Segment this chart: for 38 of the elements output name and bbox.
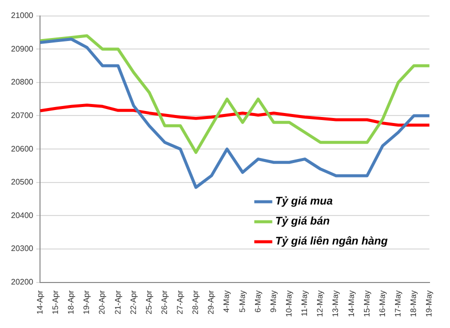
- x-tick-label: 13-May: [331, 290, 340, 318]
- y-tick-label: 21000: [10, 11, 34, 20]
- legend-label: Tỷ giá mua: [275, 196, 333, 208]
- x-tick-label: 19-Apr: [82, 290, 92, 314]
- x-tick-label: 17-May: [393, 290, 402, 318]
- x-tick-label: 25-Apr: [144, 290, 154, 314]
- y-tick-label: 20400: [10, 210, 34, 220]
- y-tick-label: 20800: [10, 78, 34, 87]
- y-tick-label: 20500: [10, 178, 34, 187]
- x-tick-label: 21-Apr: [113, 290, 122, 314]
- x-tick-label: 5-May: [238, 290, 247, 313]
- x-tick-label: 18-May: [409, 290, 418, 318]
- x-tick-label: 10-May: [284, 290, 294, 318]
- x-tick-label: 22-Apr: [128, 290, 138, 314]
- x-tick-label: 6-May: [253, 290, 262, 313]
- y-tick-label: 20200: [10, 278, 34, 287]
- x-tick-label: 4-May: [222, 290, 232, 313]
- legend-label: Tỷ giá bán: [275, 216, 330, 228]
- x-tick-label: 9-May: [268, 290, 278, 313]
- x-tick-label: 18-Apr: [66, 290, 76, 314]
- x-tick-label: 26-Apr: [160, 290, 169, 314]
- y-tick-label: 20700: [10, 110, 34, 120]
- x-tick-label: 28-Apr: [191, 290, 200, 314]
- legend-label: Tỷ giá liên ngân hàng: [275, 236, 388, 248]
- x-tick-label: 29-Apr: [206, 290, 216, 314]
- x-tick-label: 20-Apr: [98, 290, 107, 314]
- x-tick-label: 19-May: [424, 290, 434, 318]
- x-tick-label: 27-Apr: [176, 290, 185, 314]
- x-tick-label: 12-May: [316, 290, 325, 318]
- x-tick-label: 15-May: [362, 290, 372, 318]
- y-tick-label: 20600: [10, 144, 34, 154]
- x-tick-label: 15-Apr: [51, 290, 60, 314]
- x-tick-label: 14-Apr: [35, 290, 44, 314]
- x-tick-label: 11-May: [300, 290, 310, 316]
- y-tick-label: 20300: [10, 244, 34, 254]
- x-tick-label: 14-May: [346, 290, 356, 318]
- y-tick-label: 20900: [10, 44, 34, 54]
- x-tick-label: 16-May: [378, 290, 387, 318]
